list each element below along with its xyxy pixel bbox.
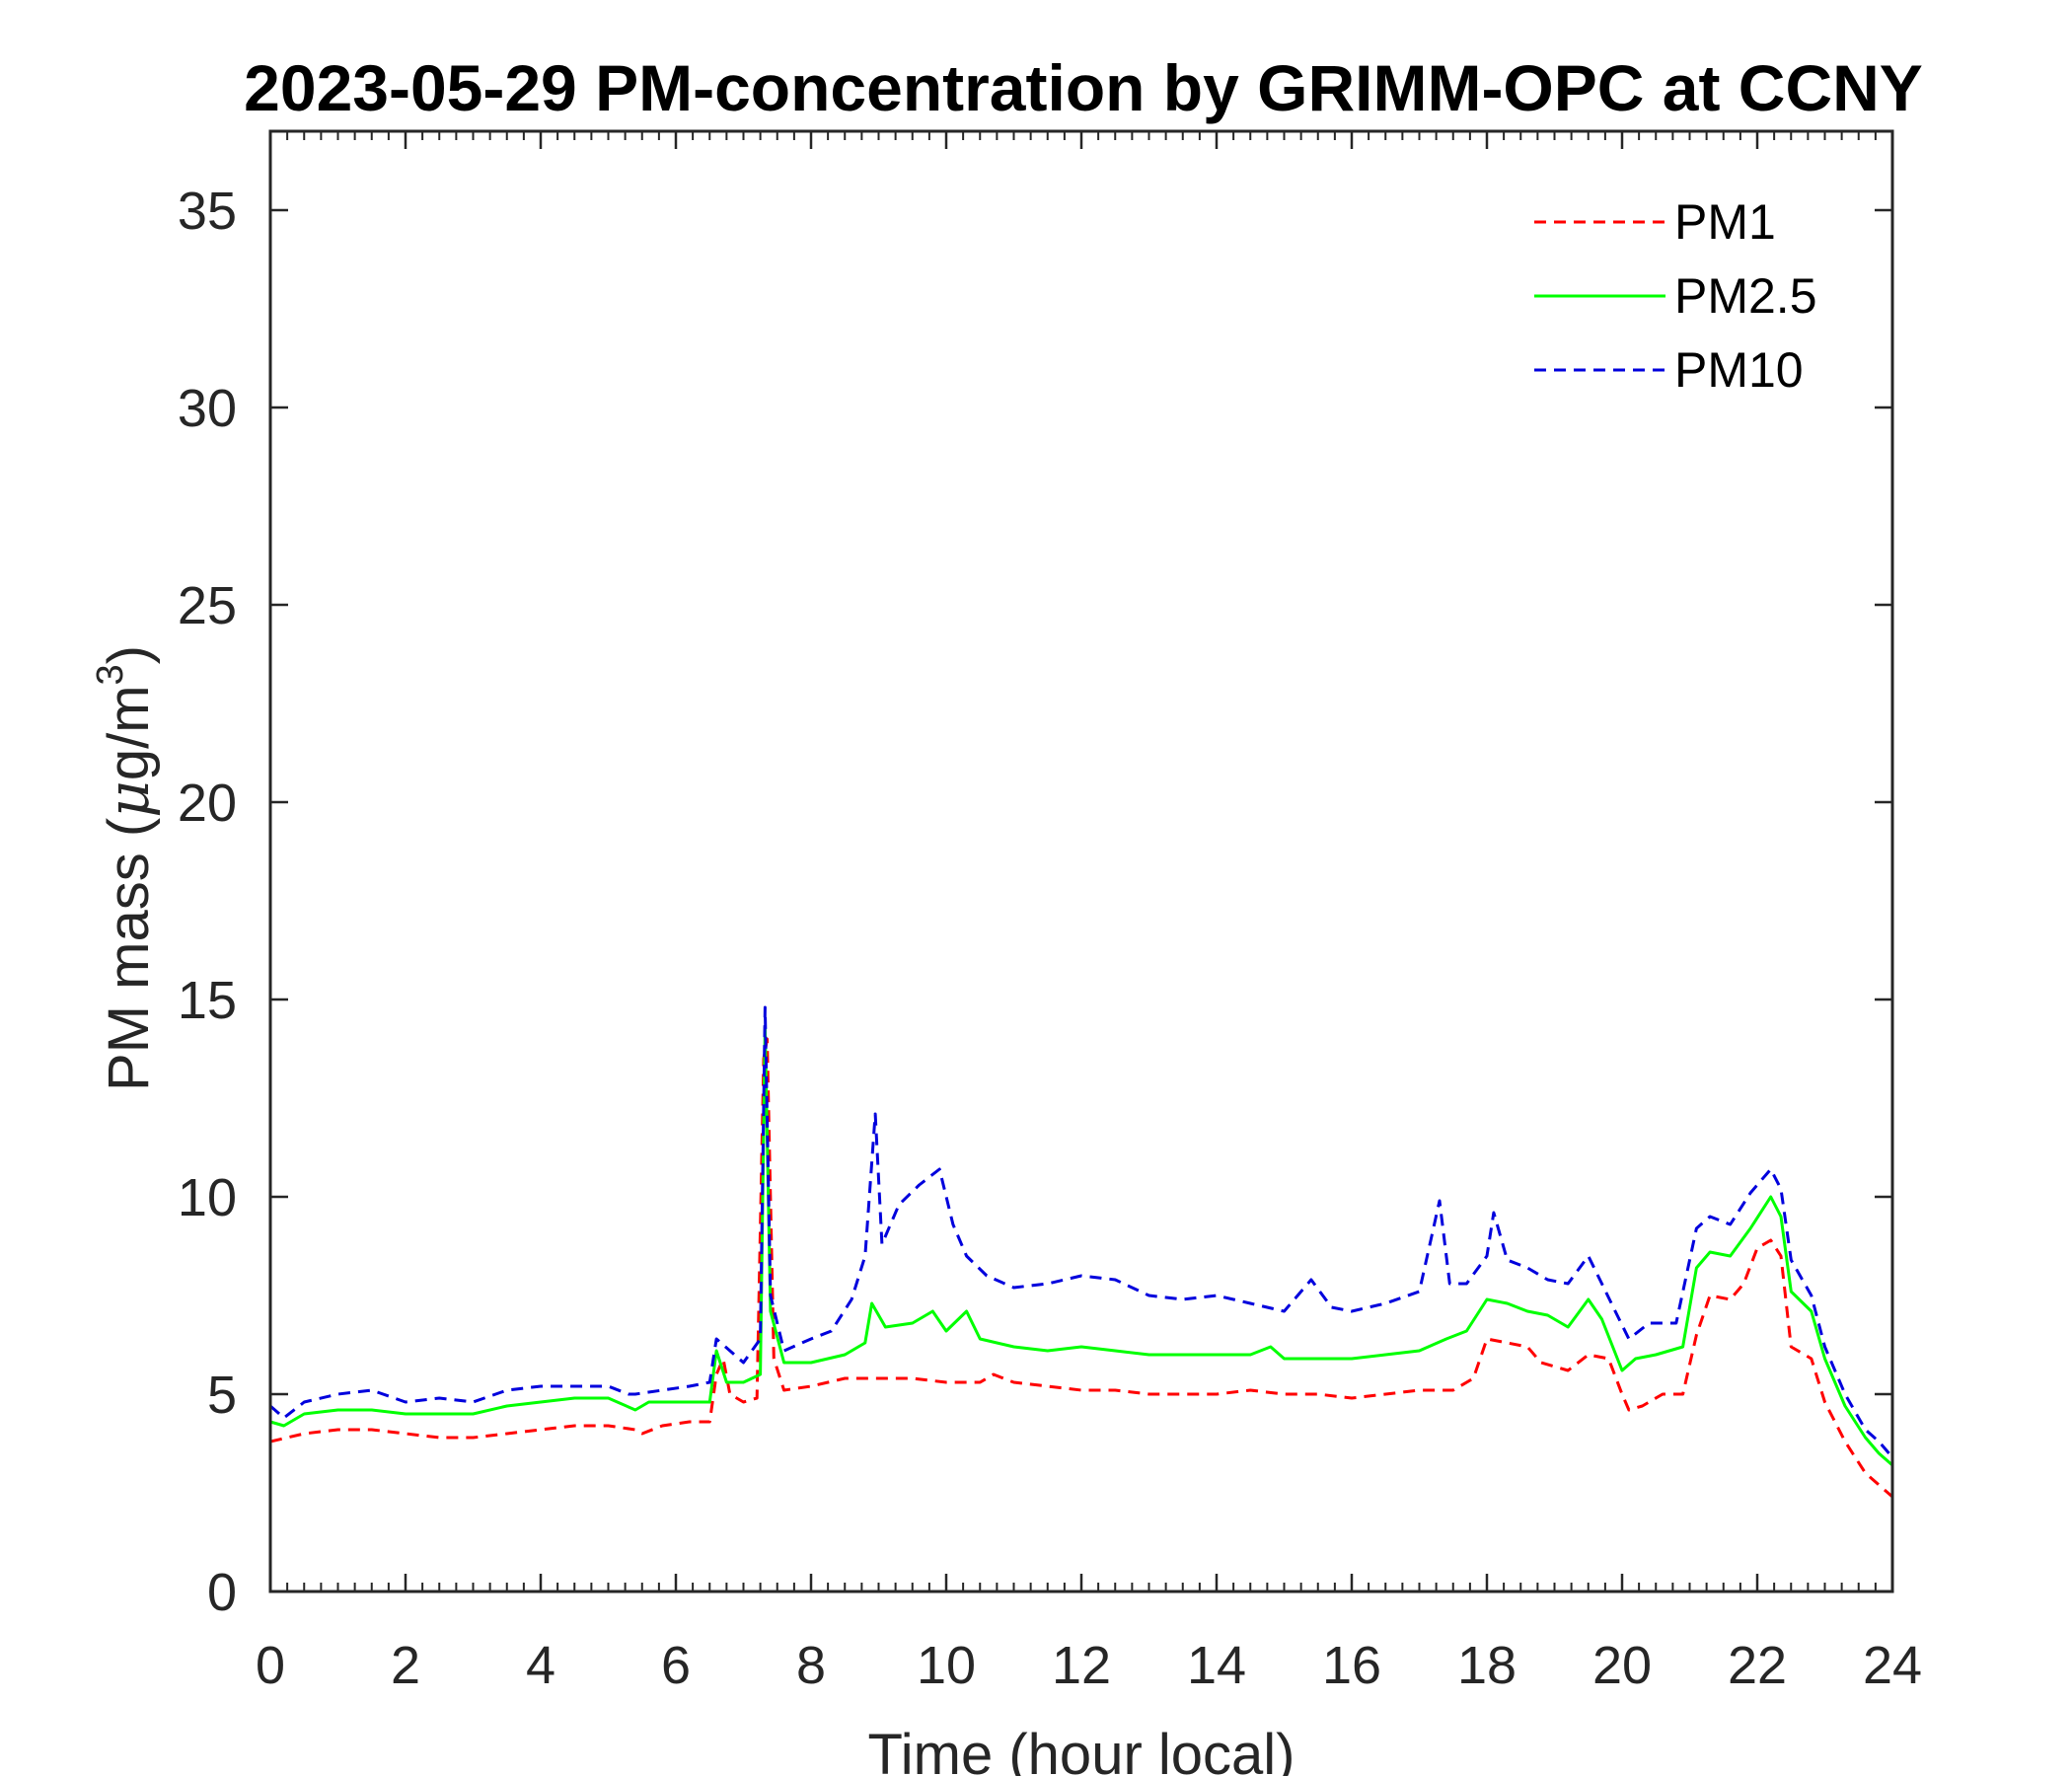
x-tick-label: 20 xyxy=(1592,1636,1652,1695)
x-tick-label: 16 xyxy=(1322,1636,1381,1695)
y-axis-label-superscript: 3 xyxy=(90,664,131,685)
y-axis-label-mu: μ xyxy=(95,780,162,818)
y-tick-label: 5 xyxy=(207,1366,237,1425)
y-tick-label: 30 xyxy=(178,379,237,438)
series-line-pm1 xyxy=(270,1037,1892,1499)
x-tick-label: 4 xyxy=(526,1636,555,1695)
x-axis-label: Time (hour local) xyxy=(868,1723,1295,1776)
y-tick-label: 0 xyxy=(207,1563,237,1622)
x-tick-label: 0 xyxy=(256,1636,285,1695)
y-tick-label: 35 xyxy=(178,182,237,241)
y-axis-label: PM mass (μg/m3) xyxy=(90,645,162,1091)
plot-area-frame xyxy=(268,129,1894,1593)
series-line-pm10 xyxy=(270,1005,1892,1458)
y-tick-label: 15 xyxy=(178,971,237,1030)
series-layer xyxy=(270,1005,1892,1499)
x-tick-label: 2 xyxy=(391,1636,420,1695)
legend: PM1 PM2.5 PM10 xyxy=(1534,194,1817,398)
y-axis-label-suffix: ) xyxy=(97,645,161,664)
y-tick-label: 20 xyxy=(178,774,237,833)
y-tick-labels: 0 5 10 15 20 25 30 35 xyxy=(178,182,237,1622)
x-tick-label: 12 xyxy=(1052,1636,1111,1695)
x-tick-label: 14 xyxy=(1187,1636,1246,1695)
x-tick-label: 18 xyxy=(1457,1636,1517,1695)
x-tick-label: 10 xyxy=(917,1636,976,1695)
x-tick-labels: 0 2 4 6 8 10 12 14 16 18 20 22 24 xyxy=(256,1636,1922,1695)
legend-label: PM10 xyxy=(1674,342,1804,398)
y-tick-label: 10 xyxy=(178,1168,237,1227)
x-tick-label: 6 xyxy=(661,1636,691,1695)
x-tick-label: 8 xyxy=(796,1636,826,1695)
chart-title: 2023-05-29 PM-concentration by GRIMM-OPC… xyxy=(244,51,1923,124)
legend-label: PM1 xyxy=(1674,194,1776,250)
series-line-pm2-5 xyxy=(270,1025,1892,1467)
legend-label: PM2.5 xyxy=(1674,268,1817,324)
y-axis-label-prefix: PM mass ( xyxy=(97,818,161,1091)
y-tick-label: 25 xyxy=(178,576,237,635)
x-tick-label: 24 xyxy=(1863,1636,1922,1695)
y-axis-label-unit: g/m xyxy=(97,685,161,780)
x-tick-label: 22 xyxy=(1728,1636,1787,1695)
